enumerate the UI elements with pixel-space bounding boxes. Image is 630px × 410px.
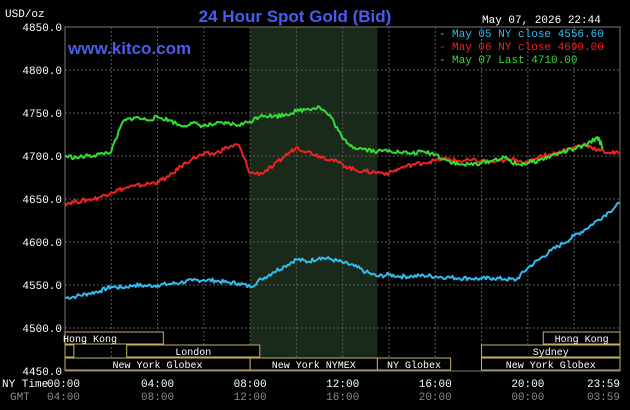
- y-tick-label: 4550.0: [22, 281, 62, 293]
- session-box: [64, 344, 75, 358]
- session-box: [376, 357, 452, 371]
- x-tick-ny: 20:00: [511, 379, 544, 391]
- session-box: [542, 331, 621, 345]
- x-tick-ny: 16:00: [419, 379, 452, 391]
- chart-grid: [64, 26, 621, 372]
- chart-title: 24 Hour Spot Gold (Bid): [199, 7, 392, 26]
- y-tick-label: 4500.0: [22, 324, 62, 336]
- session-box: [481, 357, 621, 371]
- session-box: [64, 331, 164, 345]
- session-label: New York NYMEX: [272, 360, 356, 372]
- x-tick-gmt: 04:00: [47, 392, 80, 404]
- series-line-1: [64, 201, 621, 300]
- x-tick-ny: 00:00: [47, 379, 80, 391]
- y-tick-label: 4850.0: [22, 23, 62, 35]
- plot-border: [64, 26, 621, 372]
- site-watermark: www.kitco.com: [67, 39, 191, 58]
- y-axis-ticks: 4850.0 4800.0 4750.0 4700.0 4650.0 4600.0 4550…: [22, 23, 62, 379]
- y-tick-label: 4750.0: [22, 109, 62, 121]
- y-axis-unit: USD/oz: [5, 9, 45, 21]
- session-label: NY Globex: [387, 360, 441, 372]
- x-tick-gmt: 16:00: [326, 392, 359, 404]
- session-box: [481, 344, 621, 358]
- chart-timestamp: May 07, 2026 22:44: [482, 15, 601, 27]
- chart-series: [64, 105, 621, 300]
- x-tick-ny: 08:00: [234, 379, 267, 391]
- session-label: Hong Kong: [555, 335, 609, 346]
- session-label: London: [175, 347, 211, 359]
- x-tick-gmt: 12:00: [234, 392, 267, 404]
- legend-marker: -: [439, 42, 446, 54]
- session-label: Hong Kong: [63, 335, 117, 346]
- x-tick-gmt: 03:59: [587, 392, 620, 404]
- y-tick-label: 4700.0: [22, 152, 62, 164]
- session-label: Sydney: [533, 347, 569, 359]
- session-label: New York Globex: [506, 360, 596, 372]
- legend-entry-may05: May 05 NY close 4556.60: [452, 29, 604, 41]
- x-tick-ny: 04:00: [141, 379, 174, 391]
- legend: - May 05 NY close 4556.60 - May 06 NY cl…: [439, 29, 604, 67]
- x-axis-ticks: 00:0004:0004:0008:0008:0012:0012:0016:00…: [47, 379, 620, 404]
- legend-marker: -: [439, 29, 446, 41]
- session-label: New York Globex: [113, 360, 203, 372]
- x-tick-gmt: 00:00: [511, 392, 544, 404]
- x-tick-ny: 12:00: [326, 379, 359, 391]
- y-tick-label: 4800.0: [22, 66, 62, 78]
- y-tick-label: 4650.0: [22, 195, 62, 207]
- ny-time-label: NY Time: [2, 379, 48, 391]
- session-box: [126, 344, 261, 358]
- gmt-label: GMT: [10, 392, 30, 404]
- legend-entry-may06: May 06 NY close 4690.00: [452, 42, 604, 54]
- legend-marker: -: [439, 55, 446, 67]
- legend-entry-may07: May 07 Last 4710.00: [452, 55, 577, 67]
- y-tick-label: 4600.0: [22, 238, 62, 250]
- x-tick-gmt: 20:00: [419, 392, 452, 404]
- x-tick-ny: 23:59: [587, 379, 620, 391]
- y-tick-label: 4450.0: [22, 367, 62, 379]
- x-tick-gmt: 08:00: [141, 392, 174, 404]
- series-line-3: [64, 105, 604, 167]
